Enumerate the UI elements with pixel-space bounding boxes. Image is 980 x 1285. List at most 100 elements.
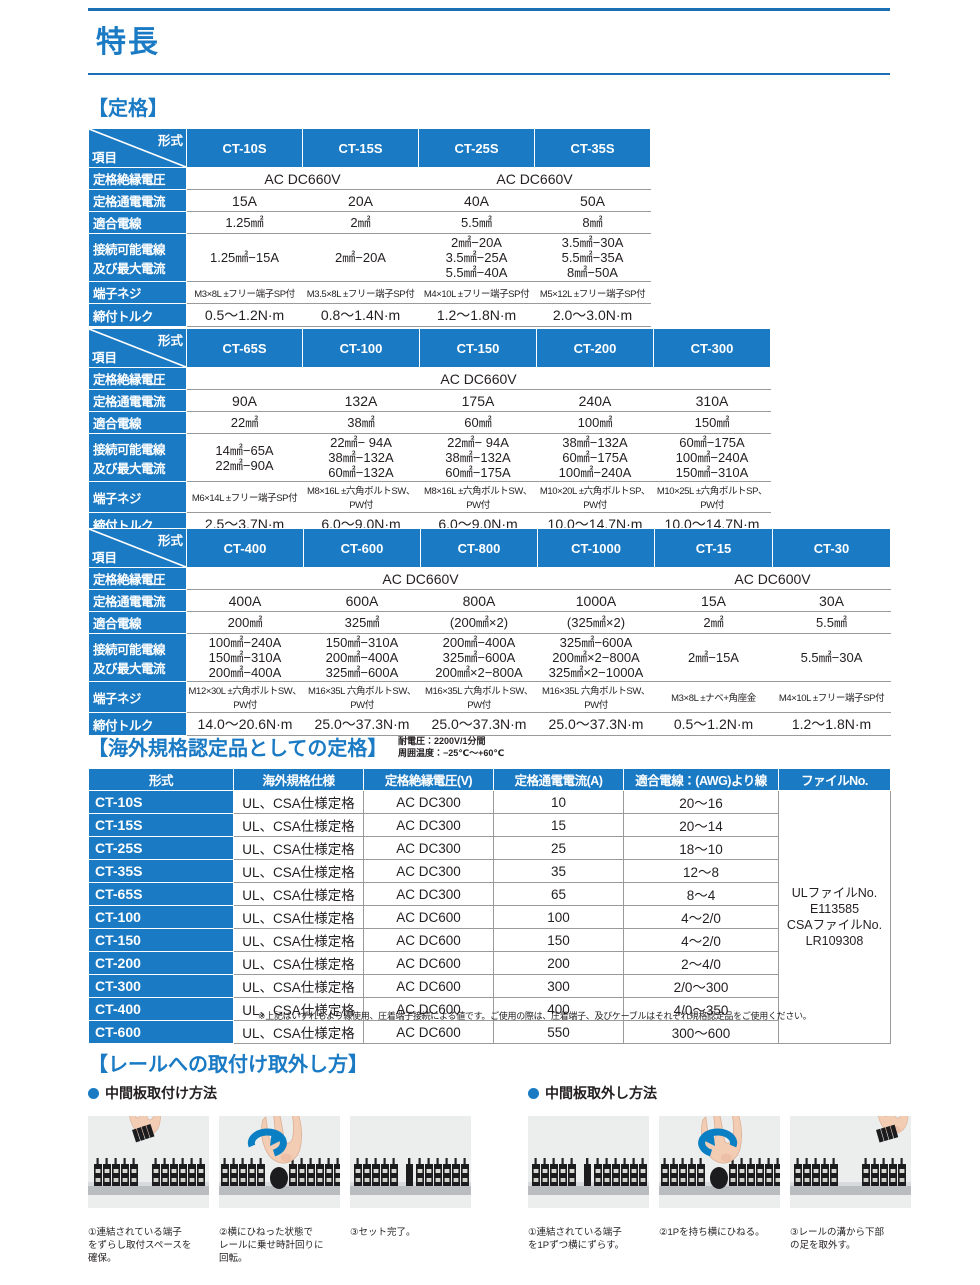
table-header-row: 形式 項目 CT-400 CT-600 CT-800 CT-1000 CT-15… <box>88 528 891 568</box>
spec-table-1: 形式 項目 CT-10S CT-15S CT-25S CT-35S 定格絶縁電圧… <box>88 128 651 327</box>
bullet-dot-icon <box>528 1088 539 1099</box>
cell-wire: 60㎟ <box>419 411 537 434</box>
model-header: CT-1000 <box>537 528 655 568</box>
row-label: 定格絶縁電圧 <box>88 367 187 390</box>
cell-standard-spec: UL、CSA仕様定格 <box>233 882 364 906</box>
table-row: CT-35S UL、CSA仕様定格 AC DC300 35 12〜8 <box>88 859 891 883</box>
corner-type-label: 形式 <box>157 134 183 148</box>
cell-torque: 0.5〜1.2N·m <box>654 712 773 736</box>
model-header: CT-10S <box>186 128 303 168</box>
subsection-mount: 中間板取付け方法 <box>88 1083 217 1103</box>
cell-awg-wire: 18〜10 <box>623 836 779 860</box>
row-label: 接続可能電線 及び最大電流 <box>88 433 187 482</box>
table-row: CT-300 UL、CSA仕様定格 AC DC600 300 2/0〜300 <box>88 974 891 998</box>
table-row: CT-25S UL、CSA仕様定格 AC DC300 25 18〜10 <box>88 836 891 860</box>
cell-insulation-voltage: AC DC660V <box>186 167 419 190</box>
cell-model: CT-65S <box>88 882 234 906</box>
caption-mount-step-1: ①連結されている端子 をずらし取付スペースを 確保。 <box>88 1227 192 1264</box>
cell-awg-wire: 4/0〜350 <box>623 997 779 1021</box>
cell-insulation-voltage: AC DC660V <box>418 167 651 190</box>
model-header: CT-200 <box>536 328 654 368</box>
cell-wire: (200㎟×2) <box>420 611 538 634</box>
instruction-photo-illustration <box>790 1116 911 1208</box>
cell-model: CT-10S <box>88 790 234 814</box>
table-row: CT-15S UL、CSA仕様定格 AC DC300 15 20〜14 <box>88 813 891 837</box>
cell-rated-current: 15 <box>493 813 624 837</box>
row-label: 定格絶縁電圧 <box>88 567 187 590</box>
table-row: 定格通電電流 90A 132A 175A 240A 310A <box>88 389 771 412</box>
cell-connectable: 22㎟− 94A 38㎟−132A 60㎟−175A <box>419 433 537 482</box>
cell-standard-spec: UL、CSA仕様定格 <box>233 813 364 837</box>
table-row: 定格通電電流 15A 20A 40A 50A <box>88 189 651 212</box>
spec-table-3: 形式 項目 CT-400 CT-600 CT-800 CT-1000 CT-15… <box>88 528 891 736</box>
cell-wire: 5.5㎟ <box>772 611 891 634</box>
table-row: 接続可能電線 及び最大電流 1.25㎟−15A 2㎟−20A 2㎟−20A 3.5… <box>88 233 651 282</box>
row-label-line2: 及び最大電流 <box>93 661 166 676</box>
cell-rated-current: 800A <box>420 589 538 612</box>
instruction-photo-illustration <box>528 1116 649 1208</box>
cell-rated-current: 550 <box>493 1020 624 1044</box>
row-label: 定格通電電流 <box>88 389 187 412</box>
photo-remove-step-1 <box>528 1116 649 1208</box>
page-title: 特長 <box>96 26 160 59</box>
cell-screw: M10×20L ±六角ボルトSP、PW付 <box>536 481 654 513</box>
table-header-row: 形式 海外規格仕様 定格絶縁電圧(V) 定格通電電流(A) 適合電線：(AWG)… <box>88 768 891 791</box>
overseas-note-temperature: 周囲温度：−25℃〜+60℃ <box>398 748 505 758</box>
cell-rated-current: 175A <box>419 389 537 412</box>
cell-screw: M10×25L ±六角ボルトSP、PW付 <box>653 481 771 513</box>
subsection-remove-label: 中間板取外し方法 <box>545 1085 657 1101</box>
cell-torque: 2.0〜3.0N·m <box>534 303 651 327</box>
cell-model: CT-25S <box>88 836 234 860</box>
cell-insulation-voltage: AC DC600 <box>363 951 494 975</box>
row-label: 適合電線 <box>88 211 187 234</box>
cell-rated-current: 65 <box>493 882 624 906</box>
corner-item-label: 項目 <box>92 151 118 165</box>
cell-torque: 25.0〜37.3N·m <box>537 712 655 736</box>
corner-cell: 形式 項目 <box>88 128 187 168</box>
table-row: CT-65S UL、CSA仕様定格 AC DC300 65 8〜4 <box>88 882 891 906</box>
cell-rated-current: 300 <box>493 974 624 998</box>
cell-connectable: 150㎟−310A 200㎟−400A 325㎟−600A <box>303 633 421 682</box>
row-label: 端子ネジ <box>88 681 187 713</box>
photo-mount-step-3 <box>350 1116 471 1208</box>
cell-rated-current: 100 <box>493 905 624 929</box>
cell-torque: 0.8〜1.4N·m <box>302 303 419 327</box>
corner-type-label: 形式 <box>157 334 183 348</box>
cell-awg-wire: 2〜4/0 <box>623 951 779 975</box>
model-header: CT-400 <box>186 528 304 568</box>
instruction-photo-illustration <box>659 1116 780 1208</box>
cell-awg-wire: 8〜4 <box>623 882 779 906</box>
cell-insulation-voltage: AC DC600 <box>363 1020 494 1044</box>
section-heading-rail: 【レールへの取付け取外し方】 <box>88 1054 368 1076</box>
cell-wire: 1.25㎟ <box>186 211 303 234</box>
cell-connectable: 325㎟−600A 200㎟×2−800A 325㎟×2−1000A <box>537 633 655 682</box>
diagonal-divider-icon <box>89 329 186 367</box>
cell-screw: M3×8L ±フリー端子SP付 <box>186 281 303 304</box>
cell-insulation-voltage: AC DC300 <box>363 882 494 906</box>
cell-rated-current: 30A <box>772 589 891 612</box>
cell-rated-current: 20A <box>302 189 419 212</box>
cell-awg-wire: 300〜600 <box>623 1020 779 1044</box>
title-rule-bottom <box>88 73 890 75</box>
cell-model: CT-15S <box>88 813 234 837</box>
cell-torque: 14.0〜20.6N·m <box>186 712 304 736</box>
cell-rated-current: 1000A <box>537 589 655 612</box>
cell-rated-current: 90A <box>186 389 303 412</box>
row-label-line1: 接続可能電線 <box>93 442 166 457</box>
cell-connectable: 2㎟−20A 3.5㎟−25A 5.5㎟−40A <box>418 233 535 282</box>
cell-torque: 1.2〜1.8N·m <box>418 303 535 327</box>
cell-rated-current: 400A <box>186 589 304 612</box>
cell-rated-current: 15A <box>654 589 773 612</box>
cell-wire: 5.5㎟ <box>418 211 535 234</box>
table-row: 適合電線 1.25㎟ 2㎟ 5.5㎟ 8㎟ <box>88 211 651 234</box>
table-row: 定格絶縁電圧 AC DC660V AC DC660V <box>88 167 651 190</box>
cell-rated-current: 10 <box>493 790 624 814</box>
cell-torque: 25.0〜37.3N·m <box>303 712 421 736</box>
cell-standard-spec: UL、CSA仕様定格 <box>233 997 364 1021</box>
cell-rated-current: 25 <box>493 836 624 860</box>
col-header-current: 定格通電電流(A) <box>493 768 624 791</box>
cell-insulation-voltage: AC DC600 <box>363 997 494 1021</box>
cell-connectable: 38㎟−132A 60㎟−175A 100㎟−240A <box>536 433 654 482</box>
row-label: 締付トルク <box>88 303 187 327</box>
cell-screw: M4×10L ±フリー端子SP付 <box>418 281 535 304</box>
